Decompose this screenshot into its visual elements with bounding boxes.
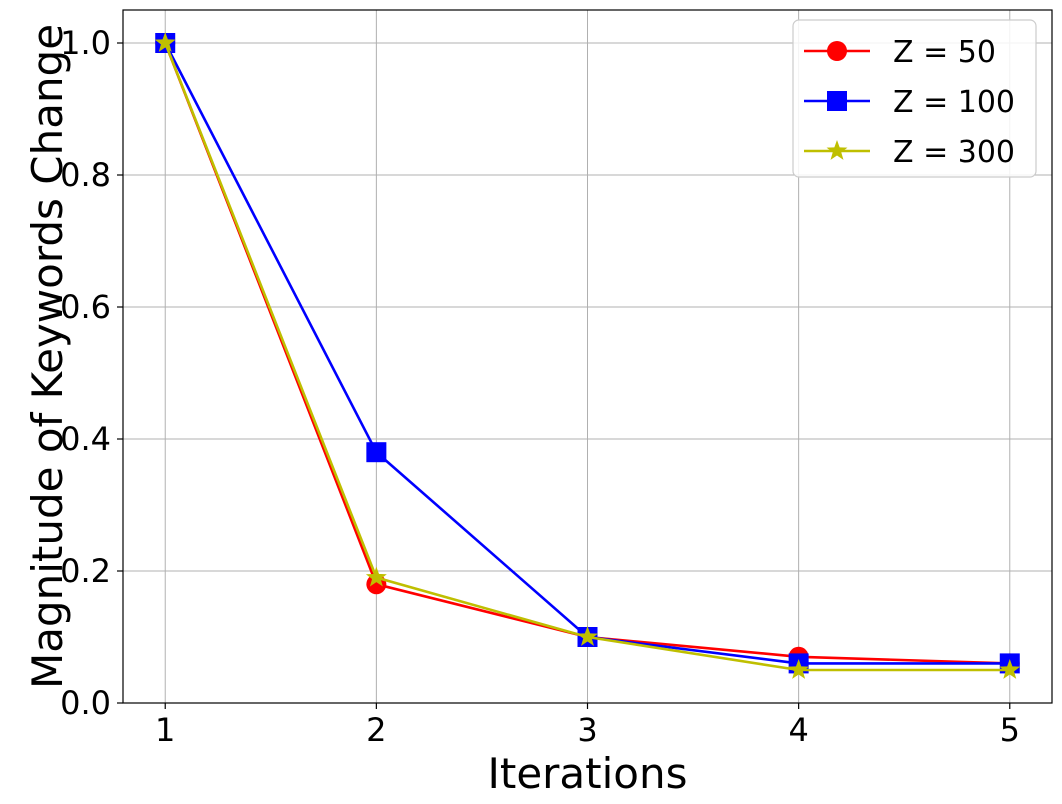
y-tick-label: 0.0 (60, 684, 111, 722)
legend-item: Z = 100 (804, 85, 1015, 120)
x-tick-label: 3 (577, 711, 597, 749)
legend-box (792, 19, 1037, 178)
x-tick-label: 5 (1000, 711, 1020, 749)
legend-marker (827, 41, 847, 61)
x-tick-label: 2 (366, 711, 386, 749)
y-axis-ticks: 0.0 0.2 0.4 0.6 0.8 1.0 (60, 24, 123, 722)
data-point (999, 659, 1021, 679)
legend-item: Z = 50 (804, 35, 996, 70)
legend: Z = 50 Z = 100 Z = 300 (792, 19, 1037, 178)
data-point (577, 626, 598, 646)
y-axis-label: Magnitude of Keywords Change (23, 24, 72, 689)
x-tick-label: 1 (155, 711, 175, 749)
y-tick-label: 0.4 (60, 420, 111, 458)
data-point (365, 566, 387, 587)
data-point (154, 32, 176, 52)
series-2 (154, 32, 1021, 679)
legend-item: Z = 300 (804, 135, 1015, 170)
legend-label: Z = 50 (893, 35, 996, 70)
x-axis-label: Iterations (487, 749, 687, 798)
y-tick-label: 0.2 (60, 552, 111, 590)
data-point (788, 659, 810, 679)
legend-label: Z = 300 (893, 135, 1015, 170)
x-tick-label: 4 (788, 711, 808, 749)
y-tick-label: 1.0 (60, 24, 111, 62)
y-tick-label: 0.6 (60, 288, 111, 326)
legend-marker (827, 91, 847, 111)
y-tick-label: 0.8 (60, 156, 111, 194)
data-point (366, 442, 387, 463)
legend-marker (826, 140, 848, 160)
series-layer (154, 32, 1021, 679)
legend-label: Z = 100 (893, 85, 1015, 120)
x-axis-ticks: 1 2 3 4 5 (155, 703, 1020, 749)
